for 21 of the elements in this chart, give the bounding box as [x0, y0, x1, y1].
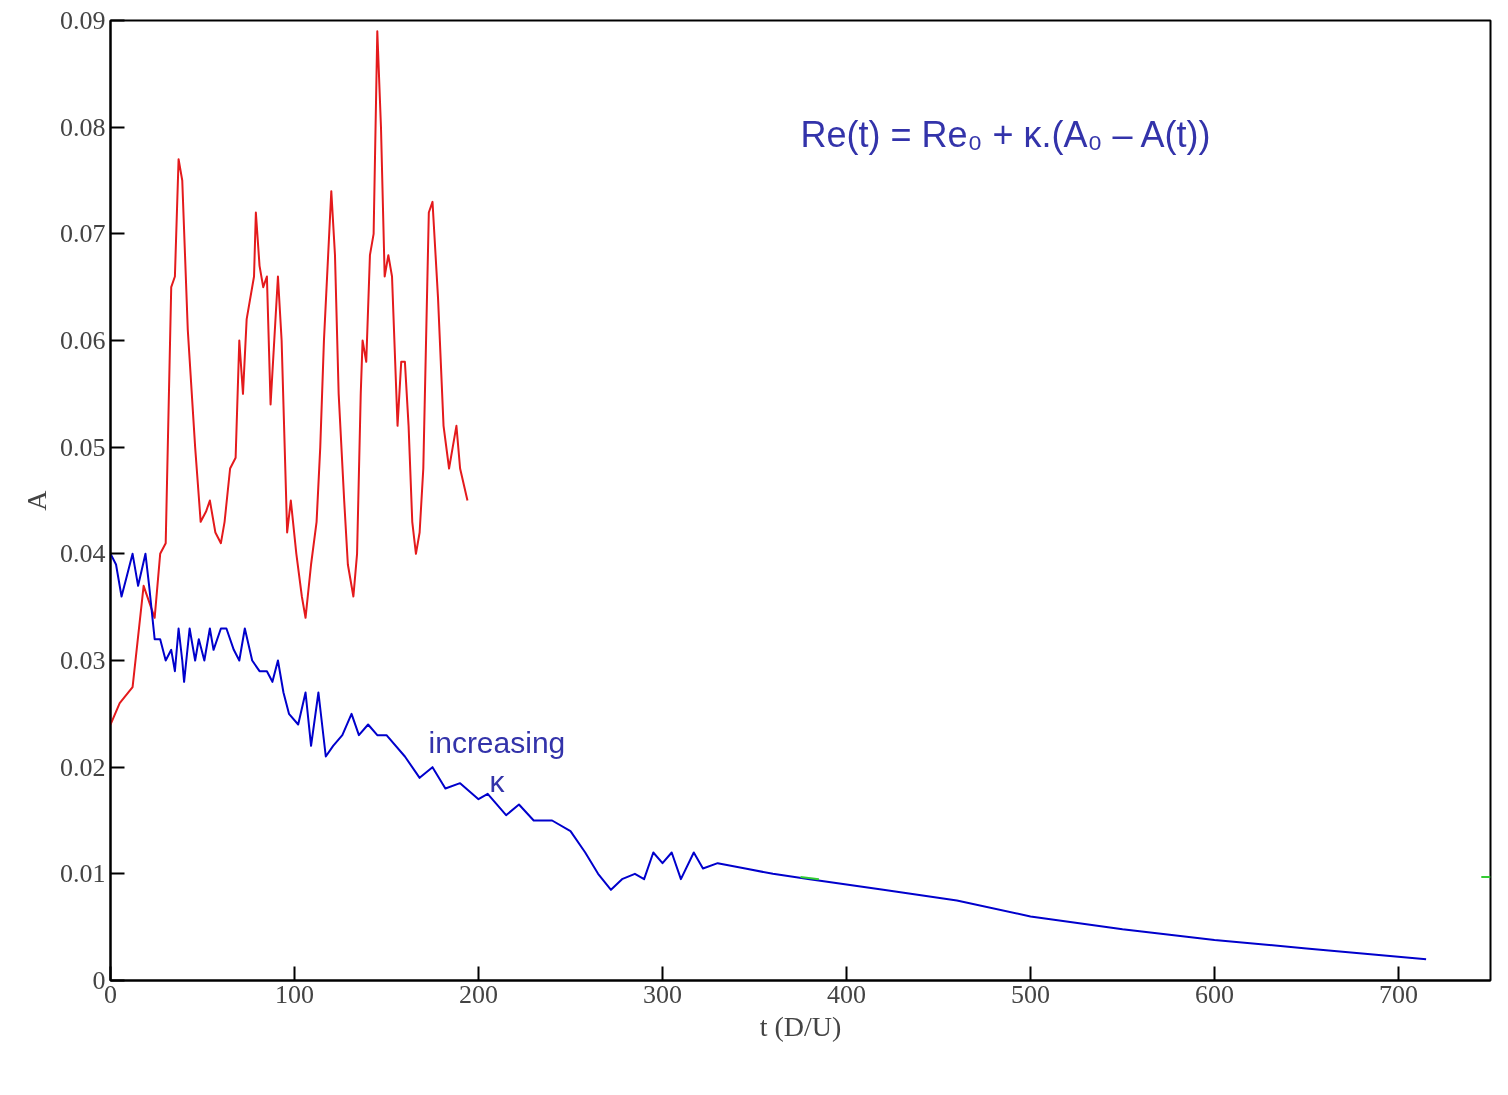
x-tick-label: 300	[643, 979, 682, 1009]
y-axis-title: A	[21, 489, 52, 511]
line-series	[110, 552, 1428, 961]
y-tick-label: 0.04	[60, 539, 106, 569]
y-tick-label: 0.06	[60, 326, 106, 355]
y-tick-label: 0.01	[60, 859, 106, 889]
y-tick-label: 0.07	[60, 219, 106, 249]
x-tick-label: 500	[1011, 979, 1050, 1009]
y-tick-label: 0.03	[60, 646, 106, 675]
y-tick-label: 0.08	[60, 112, 106, 142]
y-tick-label: 0.09	[60, 6, 106, 35]
x-tick-label: 700	[1379, 979, 1418, 1009]
x-tick-label: 400	[827, 979, 866, 1009]
x-tick-label: 100	[275, 979, 314, 1009]
y-tick-label: 0.05	[60, 432, 106, 462]
x-tick-label: 600	[1195, 979, 1234, 1009]
annotation: increasing κ	[428, 725, 566, 799]
annotation: Re(t) = Re₀ + κ.(A₀ – A(t))	[800, 113, 1211, 155]
y-tick-label: 0.02	[60, 752, 106, 782]
x-axis-title: t (D/U)	[759, 1010, 842, 1042]
x-tick-label: 200	[459, 979, 498, 1009]
